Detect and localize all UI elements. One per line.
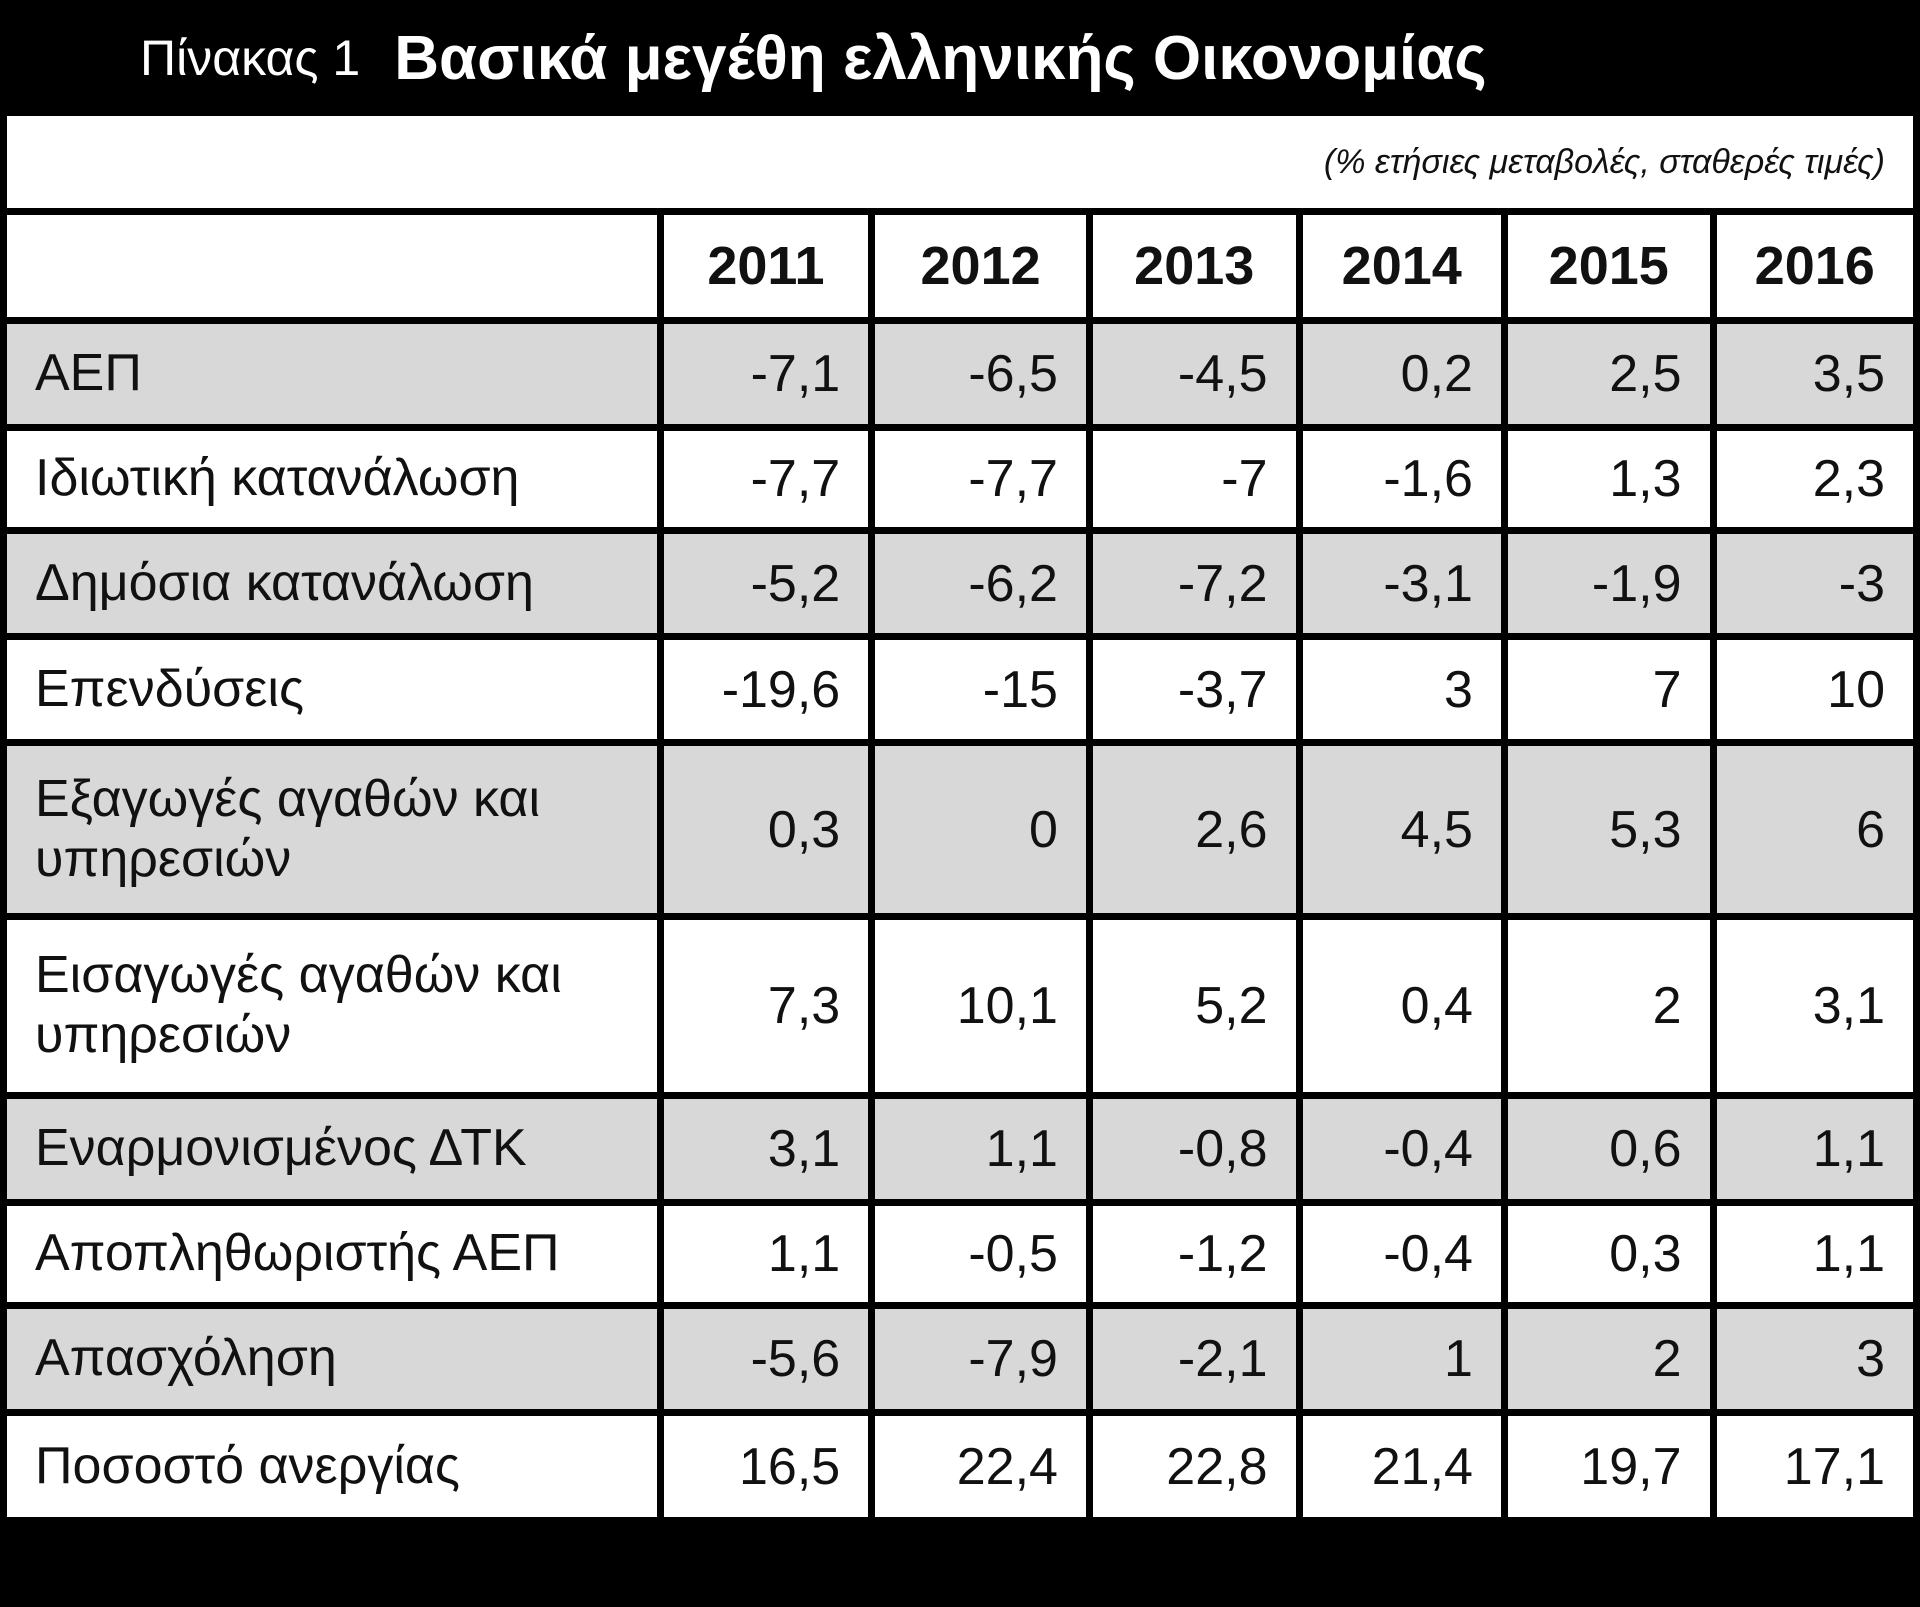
data-row: Αποπληθωριστής ΑΕΠ 1,1 -0,5 -1,2 -0,4 0,3 1,1 [7,1206,1913,1302]
data-table: (% ετήσιες μεταβολές, σταθερές τιμές) 20… [0,109,1920,1524]
cell-value: 3 [1716,1309,1913,1409]
cell-value: 19,7 [1507,1416,1710,1517]
data-row: ΑΕΠ -7,1 -6,5 -4,5 0,2 2,5 3,5 [7,324,1913,424]
cell-value: -19,6 [663,640,869,739]
cell-value: -3,7 [1092,640,1296,739]
row-label: Ποσοστό ανεργίας [7,1416,657,1517]
column-header: 2015 [1507,215,1710,317]
cell-value: 2 [1507,920,1710,1092]
cell-value: 22,8 [1092,1416,1296,1517]
subtitle: (% ετήσιες μεταβολές, σταθερές τιμές) [7,116,1913,208]
cell-value: 6 [1716,746,1913,913]
cell-value: -7,7 [663,431,869,527]
cell-value: 0,2 [1302,324,1501,424]
cell-value: -7,1 [663,324,869,424]
cell-value: 0,3 [1507,1206,1710,1302]
column-header: 2016 [1716,215,1913,317]
cell-value: 22,4 [875,1416,1086,1517]
column-header: 2012 [875,215,1086,317]
cell-value: 3,1 [1716,920,1913,1092]
header-row: 2011 2012 2013 2014 2015 2016 [7,215,1913,317]
cell-value: 21,4 [1302,1416,1501,1517]
cell-value: 3,5 [1716,324,1913,424]
cell-value: 2,5 [1507,324,1710,424]
row-label: ΑΕΠ [7,324,657,424]
cell-value: 1 [1302,1309,1501,1409]
cell-value: -6,5 [875,324,1086,424]
row-label: Ιδιωτική κατανάλωση [7,431,657,527]
corner-cell [7,215,657,317]
cell-value: 5,3 [1507,746,1710,913]
row-label: Εξαγωγές αγαθών και υπηρεσιών [7,746,657,913]
cell-value: -5,6 [663,1309,869,1409]
table-number: Πίνακας 1 [140,30,361,86]
cell-value: 3 [1302,640,1501,739]
cell-value: -7,7 [875,431,1086,527]
table-body: (% ετήσιες μεταβολές, σταθερές τιμές) 20… [7,116,1913,1517]
cell-value: 1,3 [1507,431,1710,527]
cell-value: -1,9 [1507,534,1710,633]
row-label: Εναρμονισμένος ΔΤΚ [7,1099,657,1199]
cell-value: -7,2 [1092,534,1296,633]
data-row: Απασχόληση -5,6 -7,9 -2,1 1 2 3 [7,1309,1913,1409]
cell-value: 2 [1507,1309,1710,1409]
cell-value: 0,6 [1507,1099,1710,1199]
cell-value: 1,1 [1716,1206,1913,1302]
cell-value: -4,5 [1092,324,1296,424]
cell-value: 2,3 [1716,431,1913,527]
cell-value: -0,8 [1092,1099,1296,1199]
cell-value: -5,2 [663,534,869,633]
cell-value: -6,2 [875,534,1086,633]
cell-value: 2,6 [1092,746,1296,913]
row-label: Δημόσια κατανάλωση [7,534,657,633]
cell-value: 0,3 [663,746,869,913]
cell-value: 0 [875,746,1086,913]
cell-value: 10 [1716,640,1913,739]
cell-value: 3,1 [663,1099,869,1199]
cell-value: -3,1 [1302,534,1501,633]
row-label: Απασχόληση [7,1309,657,1409]
cell-value: 4,5 [1302,746,1501,913]
column-header: 2014 [1302,215,1501,317]
cell-value: -1,2 [1092,1206,1296,1302]
table-title: Βασικά μεγέθη ελληνικής Οικονομίας [394,23,1487,93]
cell-value: 1,1 [875,1099,1086,1199]
title-bar: Πίνακας 1 Βασικά μεγέθη ελληνικής Οικονο… [0,0,1920,116]
cell-value: -0,5 [875,1206,1086,1302]
cell-value: 10,1 [875,920,1086,1092]
cell-value: -0,4 [1302,1099,1501,1199]
cell-value: 0,4 [1302,920,1501,1092]
row-label: Επενδύσεις [7,640,657,739]
cell-value: -7,9 [875,1309,1086,1409]
subtitle-row: (% ετήσιες μεταβολές, σταθερές τιμές) [7,116,1913,208]
data-row: Επενδύσεις -19,6 -15 -3,7 3 7 10 [7,640,1913,739]
cell-value: -0,4 [1302,1206,1501,1302]
cell-value: 7 [1507,640,1710,739]
data-row: Εναρμονισμένος ΔΤΚ 3,1 1,1 -0,8 -0,4 0,6 1,1 [7,1099,1913,1199]
cell-value: 1,1 [1716,1099,1913,1199]
cell-value: -7 [1092,431,1296,527]
data-row: Εξαγωγές αγαθών και υπηρεσιών 0,3 0 2,6 4,5 5… [7,746,1913,913]
data-row: Ποσοστό ανεργίας 16,5 22,4 22,8 21,4 19,7 17,1 [7,1416,1913,1517]
data-row: Ιδιωτική κατανάλωση -7,7 -7,7 -7 -1,6 1,3 2,3 [7,431,1913,527]
data-row: Εισαγωγές αγαθών και υπηρεσιών 7,3 10,1 5,2… [7,920,1913,1092]
cell-value: 1,1 [663,1206,869,1302]
column-header: 2013 [1092,215,1296,317]
cell-value: -3 [1716,534,1913,633]
cell-value: -15 [875,640,1086,739]
data-row: Δημόσια κατανάλωση -5,2 -6,2 -7,2 -3,1 -1,9 -3 [7,534,1913,633]
row-label: Αποπληθωριστής ΑΕΠ [7,1206,657,1302]
row-label: Εισαγωγές αγαθών και υπηρεσιών [7,920,657,1092]
column-header: 2011 [663,215,869,317]
cell-value: 7,3 [663,920,869,1092]
cell-value: 16,5 [663,1416,869,1517]
cell-value: 5,2 [1092,920,1296,1092]
cell-value: -1,6 [1302,431,1501,527]
cell-value: 17,1 [1716,1416,1913,1517]
cell-value: -2,1 [1092,1309,1296,1409]
